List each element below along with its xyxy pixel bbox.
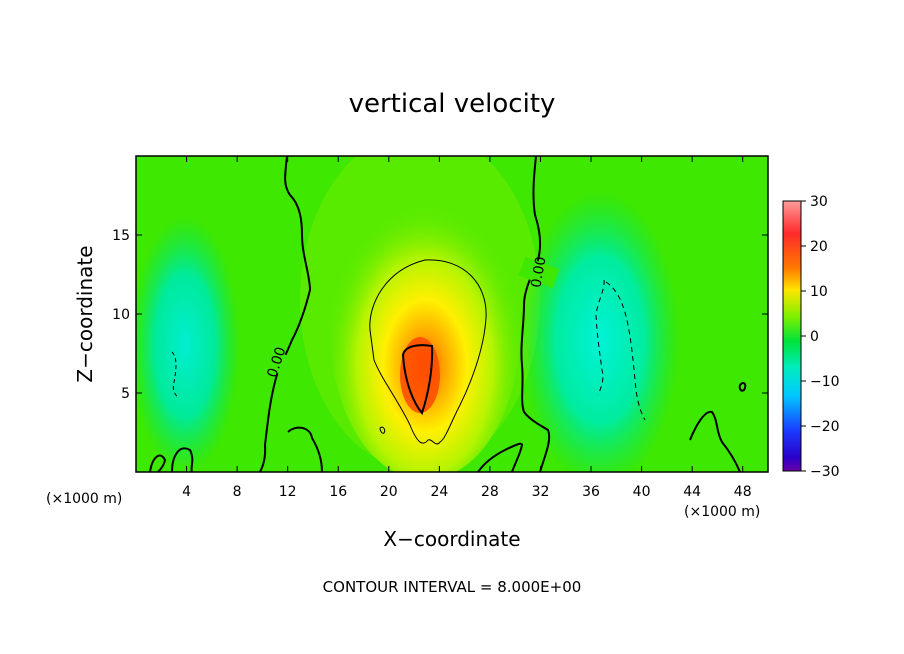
x-tick-label: 36	[582, 484, 600, 500]
y-tick-label: 15	[112, 228, 130, 244]
colorbar-tick-label: −30	[810, 464, 840, 480]
x-tick-label: 12	[279, 484, 297, 500]
x-tick-label: 44	[683, 484, 701, 500]
velocity-field: 0.00 0.00	[136, 156, 768, 472]
contour-interval-note: CONTOUR INTERVAL = 8.000E+00	[323, 578, 582, 596]
x-unit-left: (×1000 m)	[46, 491, 122, 507]
contour-lines	[149, 156, 747, 472]
colorbar-tick-label: 10	[810, 284, 828, 300]
x-tick-label: 16	[329, 484, 347, 500]
colorbar-tick-label: 20	[810, 239, 828, 255]
x-tick-label: 32	[532, 484, 550, 500]
x-tick-label: 40	[633, 484, 651, 500]
colorbar	[782, 200, 802, 472]
colorbar-tick-label: −10	[810, 374, 840, 390]
colorbar-tick-label: 0	[810, 329, 819, 345]
x-tick-label: 8	[233, 484, 242, 500]
y-tick-label: 5	[121, 386, 130, 402]
x-tick-label: 48	[734, 484, 752, 500]
colorbar-tick-label: −20	[810, 419, 840, 435]
x-axis-ticks: 4 8 12 16 20 24 28 32 36 40 44 48	[182, 156, 752, 500]
x-tick-label: 28	[481, 484, 499, 500]
y-axis-ticks: 5 10 15	[112, 228, 768, 402]
y-tick-label: 10	[112, 307, 130, 323]
y-axis-label: Z−coordinate	[73, 245, 97, 382]
chart-title: vertical velocity	[349, 89, 556, 119]
colorbar-ticks: 30 20 10 0 −10 −20 −30	[801, 194, 840, 480]
colorbar-tick-label: 30	[810, 194, 828, 210]
contour-label: 0.00	[528, 255, 549, 288]
x-tick-label: 24	[430, 484, 448, 500]
x-tick-label: 4	[182, 484, 191, 500]
x-unit-right: (×1000 m)	[684, 504, 760, 520]
x-tick-label: 20	[380, 484, 398, 500]
x-axis-label: X−coordinate	[383, 527, 520, 551]
